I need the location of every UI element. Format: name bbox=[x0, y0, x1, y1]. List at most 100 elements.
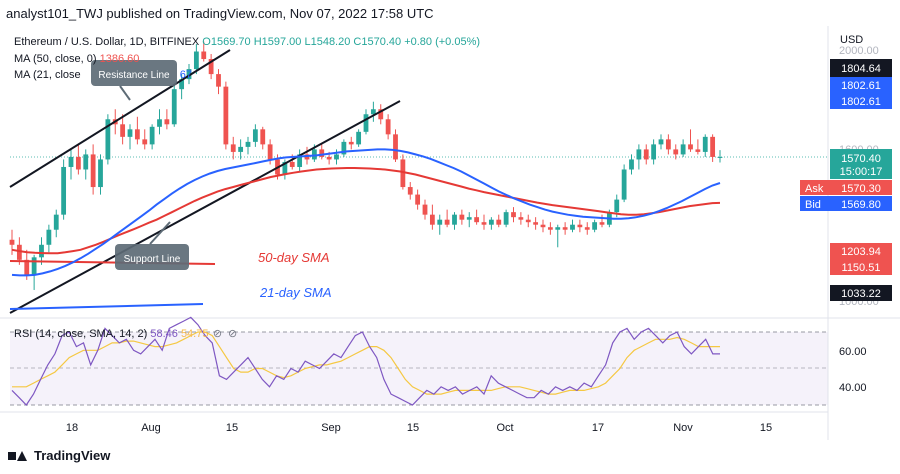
candle-body bbox=[466, 217, 472, 220]
rsi-line bbox=[11, 316, 720, 406]
ma21-line bbox=[11, 148, 721, 277]
candle-body bbox=[348, 141, 354, 145]
candle-body bbox=[614, 199, 620, 213]
candle-body bbox=[393, 134, 398, 160]
resistance-callout: Resistance Line bbox=[91, 60, 177, 101]
candle-body bbox=[24, 259, 30, 275]
candle-body bbox=[665, 139, 671, 150]
candle-body bbox=[643, 149, 649, 160]
candle-body bbox=[555, 227, 561, 230]
candle-body bbox=[570, 224, 575, 230]
close-value: C1570.40 bbox=[353, 36, 402, 48]
resistance-callout-box bbox=[91, 60, 177, 86]
open-value: O1569.70 bbox=[202, 36, 251, 48]
rsi-tick-40: 40.00 bbox=[839, 382, 867, 394]
candle-body bbox=[702, 136, 708, 152]
candle-body bbox=[46, 229, 52, 245]
price-label-box bbox=[830, 93, 892, 109]
change-value: +0.80 (+0.05%) bbox=[404, 36, 481, 48]
symbol-legend[interactable]: Ethereum / U.S. Dollar, 1D, BITFINEX O15… bbox=[14, 36, 480, 48]
time-tick: 17 bbox=[592, 422, 604, 434]
support-callout-pointer bbox=[149, 221, 171, 245]
support-callout-box bbox=[115, 244, 189, 270]
rsi-sma-value: 54.75 bbox=[180, 328, 209, 340]
symbol-name[interactable]: Ethereum / U.S. Dollar, 1D, BITFINEX bbox=[14, 36, 200, 48]
candle-body bbox=[267, 144, 273, 160]
price-label-1203: 1203.94 bbox=[841, 246, 881, 258]
rsi-legend[interactable]: RSI (14, close, SMA, 14, 2) 58.46 54.75 … bbox=[14, 327, 239, 340]
candle-body bbox=[297, 154, 303, 167]
price-axis: USD 2000.00 1600.00 1000.00 1804.64 1802… bbox=[800, 34, 892, 394]
candle-body bbox=[164, 119, 170, 125]
candle-body bbox=[452, 214, 457, 225]
candle-body bbox=[31, 257, 37, 275]
candle-body bbox=[577, 224, 583, 228]
low-value: L1548.20 bbox=[304, 36, 351, 48]
rsi-tick-60: 60.00 bbox=[839, 346, 867, 358]
ma21-legend[interactable]: MA (21, close 67 bbox=[14, 69, 192, 81]
resistance-callout-label: Resistance Line bbox=[98, 70, 170, 81]
rsi-band bbox=[10, 332, 828, 405]
candle-body bbox=[673, 149, 679, 155]
candlestick-series bbox=[9, 41, 723, 290]
candle-body bbox=[61, 166, 67, 215]
ma50-label[interactable]: MA (50, close, 0) bbox=[14, 53, 97, 65]
candle-body bbox=[444, 219, 450, 225]
candle-body bbox=[208, 59, 214, 75]
price-label-box bbox=[830, 59, 892, 77]
currency-label: USD bbox=[840, 34, 863, 46]
candle-body bbox=[186, 69, 192, 80]
candle-body bbox=[157, 119, 162, 127]
ma21-value: 67 bbox=[179, 69, 192, 81]
candle-body bbox=[223, 86, 229, 145]
candle-body bbox=[592, 222, 598, 230]
support-callout-label: Support Line bbox=[124, 254, 181, 265]
candle-body bbox=[496, 219, 502, 225]
candle-body bbox=[341, 141, 347, 155]
price-tick: 2000.00 bbox=[839, 45, 879, 57]
price-label-box bbox=[830, 259, 892, 275]
candle-body bbox=[363, 114, 369, 132]
candle-body bbox=[75, 156, 81, 170]
candle-body bbox=[599, 222, 605, 225]
candle-body bbox=[260, 129, 266, 145]
support-trend-line bbox=[9, 100, 401, 314]
rsi-label[interactable]: RSI (14, close, SMA, 14, 2) bbox=[14, 328, 148, 340]
candle-body bbox=[437, 219, 443, 225]
trend-lines bbox=[9, 49, 401, 314]
visibility-icon[interactable]: ⊘ bbox=[227, 328, 238, 340]
ma21-label[interactable]: MA (21, close bbox=[14, 69, 81, 81]
candle-body bbox=[127, 129, 133, 137]
candle-body bbox=[518, 217, 524, 220]
visibility-icon[interactable]: ⊘ bbox=[212, 328, 223, 340]
candle-body bbox=[584, 227, 590, 230]
tradingview-logo-icon bbox=[8, 450, 28, 462]
candle-body bbox=[481, 222, 487, 225]
ma50-legend[interactable]: MA (50, close, 0) 1386.60 bbox=[14, 53, 139, 65]
candle-body bbox=[429, 214, 435, 225]
price-label-box bbox=[830, 243, 892, 259]
candle-body bbox=[459, 214, 465, 220]
candle-body bbox=[171, 89, 177, 125]
high-value: H1597.00 bbox=[253, 36, 302, 48]
last-price-label: 1570.40 bbox=[841, 153, 881, 165]
candle-body bbox=[407, 187, 413, 195]
price-label-1033: 1033.22 bbox=[841, 288, 881, 300]
price-label-1802a: 1802.61 bbox=[841, 80, 881, 92]
candle-body bbox=[629, 159, 634, 170]
ask-box bbox=[800, 180, 892, 195]
price-label-box bbox=[830, 77, 892, 93]
price-label-1804: 1804.64 bbox=[841, 63, 881, 75]
candle-body bbox=[334, 154, 339, 160]
time-tick: Nov bbox=[673, 422, 693, 434]
candle-body bbox=[621, 169, 627, 200]
price-label-box bbox=[830, 285, 892, 301]
candle-body bbox=[16, 244, 22, 260]
time-tick: 15 bbox=[760, 422, 772, 434]
tradingview-footer[interactable]: TradingView bbox=[8, 448, 110, 463]
candle-body bbox=[245, 141, 251, 147]
candle-body bbox=[385, 119, 391, 135]
ask-label: Ask bbox=[805, 183, 824, 195]
bid-label: Bid bbox=[805, 199, 821, 211]
